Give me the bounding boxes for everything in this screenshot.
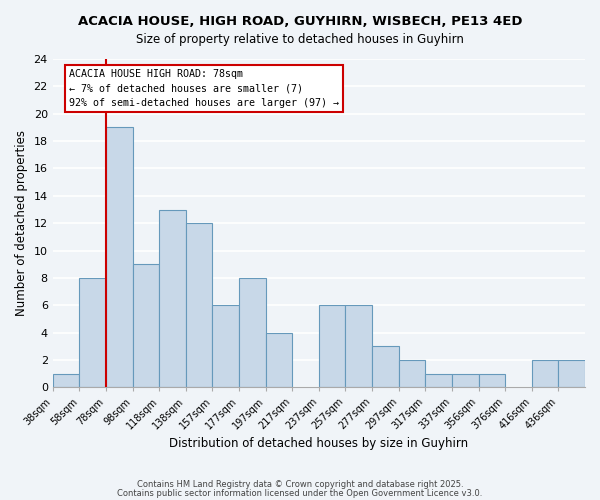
Text: Size of property relative to detached houses in Guyhirn: Size of property relative to detached ho… — [136, 32, 464, 46]
Text: Contains HM Land Registry data © Crown copyright and database right 2025.: Contains HM Land Registry data © Crown c… — [137, 480, 463, 489]
Bar — [53, 374, 79, 388]
Bar — [425, 374, 452, 388]
Bar — [559, 360, 585, 388]
Y-axis label: Number of detached properties: Number of detached properties — [15, 130, 28, 316]
Bar — [186, 223, 212, 388]
Bar — [239, 278, 266, 388]
Bar — [159, 210, 186, 388]
Bar — [106, 128, 133, 388]
Text: ACACIA HOUSE HIGH ROAD: 78sqm
← 7% of detached houses are smaller (7)
92% of sem: ACACIA HOUSE HIGH ROAD: 78sqm ← 7% of de… — [68, 69, 338, 108]
Text: ACACIA HOUSE, HIGH ROAD, GUYHIRN, WISBECH, PE13 4ED: ACACIA HOUSE, HIGH ROAD, GUYHIRN, WISBEC… — [78, 15, 522, 28]
X-axis label: Distribution of detached houses by size in Guyhirn: Distribution of detached houses by size … — [169, 437, 469, 450]
Bar — [372, 346, 398, 388]
Bar — [398, 360, 425, 388]
Bar — [346, 306, 372, 388]
Bar — [319, 306, 346, 388]
Bar — [452, 374, 479, 388]
Bar — [133, 264, 159, 388]
Bar — [79, 278, 106, 388]
Bar — [532, 360, 559, 388]
Bar — [212, 306, 239, 388]
Bar — [479, 374, 505, 388]
Bar — [266, 332, 292, 388]
Text: Contains public sector information licensed under the Open Government Licence v3: Contains public sector information licen… — [118, 488, 482, 498]
